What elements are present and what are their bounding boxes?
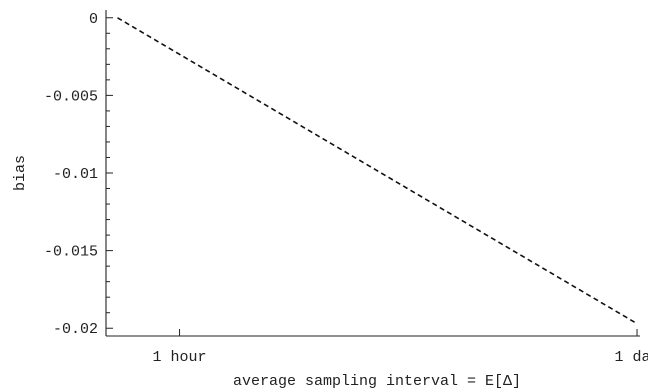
x-tick-label: 1 day (615, 349, 648, 366)
x-tick-label: 1 hour (153, 349, 207, 366)
x-axis-title: average sampling interval = E[Δ] (233, 373, 521, 390)
series-line-0 (117, 17, 638, 325)
y-ticks: 0 -0.005 -0.01 -0.015 -0.02 (44, 11, 113, 338)
y-tick-label: -0.01 (53, 166, 98, 183)
y-tick-label: -0.015 (44, 244, 98, 261)
y-axis-title: bias (12, 155, 29, 191)
y-tick-label: -0.005 (44, 88, 98, 105)
y-tick-label: 0 (89, 11, 98, 28)
series-layer (117, 17, 638, 325)
x-ticks: 1 hour 1 day (153, 329, 648, 366)
y-tick-label: -0.02 (53, 321, 98, 338)
